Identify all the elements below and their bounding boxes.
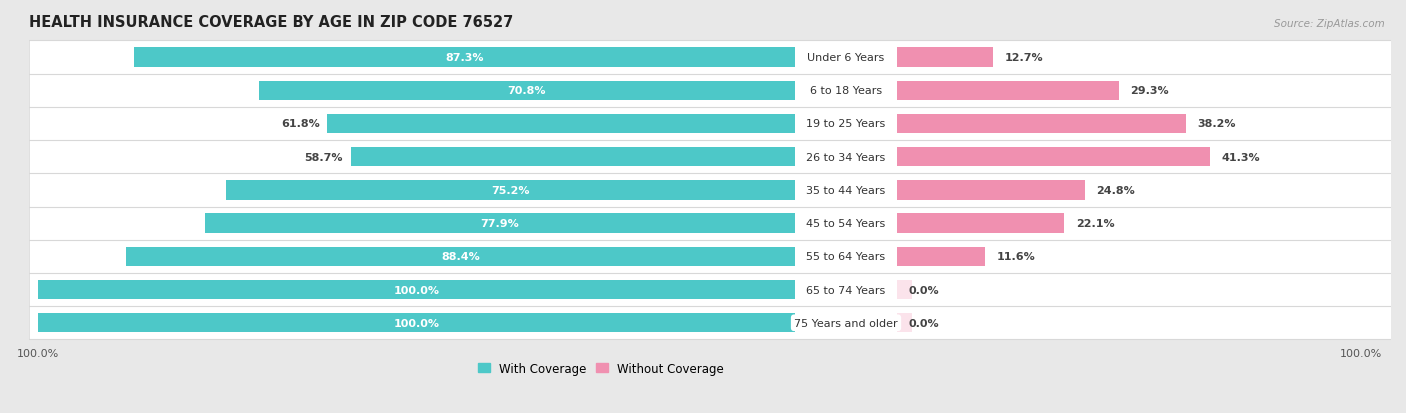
FancyBboxPatch shape <box>28 174 1391 207</box>
Bar <box>897 81 1119 101</box>
Text: 65 to 74 Years: 65 to 74 Years <box>807 285 886 295</box>
FancyBboxPatch shape <box>28 41 1391 74</box>
Bar <box>897 280 912 299</box>
Bar <box>226 181 794 200</box>
Text: HEALTH INSURANCE COVERAGE BY AGE IN ZIP CODE 76527: HEALTH INSURANCE COVERAGE BY AGE IN ZIP … <box>28 15 513 30</box>
Bar <box>125 247 794 266</box>
Text: 24.8%: 24.8% <box>1097 185 1135 195</box>
Text: 55 to 64 Years: 55 to 64 Years <box>807 252 886 262</box>
FancyBboxPatch shape <box>28 273 1391 306</box>
Text: 12.7%: 12.7% <box>1005 53 1043 63</box>
Text: 45 to 54 Years: 45 to 54 Years <box>807 218 886 228</box>
Text: 38.2%: 38.2% <box>1198 119 1236 129</box>
Bar <box>205 214 794 233</box>
Text: 70.8%: 70.8% <box>508 86 547 96</box>
Text: 22.1%: 22.1% <box>1076 218 1115 228</box>
Text: 100.0%: 100.0% <box>394 285 440 295</box>
Bar <box>134 48 794 67</box>
Text: 0.0%: 0.0% <box>908 318 939 328</box>
Text: 41.3%: 41.3% <box>1220 152 1260 162</box>
Bar <box>897 247 986 266</box>
Bar <box>350 148 794 167</box>
FancyBboxPatch shape <box>28 240 1391 273</box>
Text: 26 to 34 Years: 26 to 34 Years <box>807 152 886 162</box>
Text: 35 to 44 Years: 35 to 44 Years <box>807 185 886 195</box>
Text: 88.4%: 88.4% <box>441 252 479 262</box>
Bar <box>38 313 794 332</box>
Text: 29.3%: 29.3% <box>1130 86 1168 96</box>
Bar <box>897 114 1187 134</box>
Bar <box>897 214 1064 233</box>
Bar <box>897 313 912 332</box>
Text: 87.3%: 87.3% <box>446 53 484 63</box>
Legend: With Coverage, Without Coverage: With Coverage, Without Coverage <box>472 357 728 380</box>
Text: 100.0%: 100.0% <box>394 318 440 328</box>
Bar <box>328 114 794 134</box>
Bar <box>38 280 794 299</box>
Text: 58.7%: 58.7% <box>305 152 343 162</box>
Text: 75.2%: 75.2% <box>491 185 530 195</box>
Text: 61.8%: 61.8% <box>281 119 319 129</box>
Text: 77.9%: 77.9% <box>481 218 519 228</box>
Bar <box>897 48 993 67</box>
Bar <box>259 81 794 101</box>
Text: 19 to 25 Years: 19 to 25 Years <box>807 119 886 129</box>
FancyBboxPatch shape <box>28 141 1391 174</box>
Text: Under 6 Years: Under 6 Years <box>807 53 884 63</box>
FancyBboxPatch shape <box>28 306 1391 339</box>
Text: 0.0%: 0.0% <box>908 285 939 295</box>
Bar <box>897 148 1209 167</box>
FancyBboxPatch shape <box>28 108 1391 141</box>
FancyBboxPatch shape <box>28 74 1391 108</box>
Bar <box>897 181 1085 200</box>
FancyBboxPatch shape <box>28 207 1391 240</box>
Text: 6 to 18 Years: 6 to 18 Years <box>810 86 882 96</box>
Text: Source: ZipAtlas.com: Source: ZipAtlas.com <box>1274 19 1385 28</box>
Text: 11.6%: 11.6% <box>997 252 1035 262</box>
Text: 75 Years and older: 75 Years and older <box>794 318 898 328</box>
